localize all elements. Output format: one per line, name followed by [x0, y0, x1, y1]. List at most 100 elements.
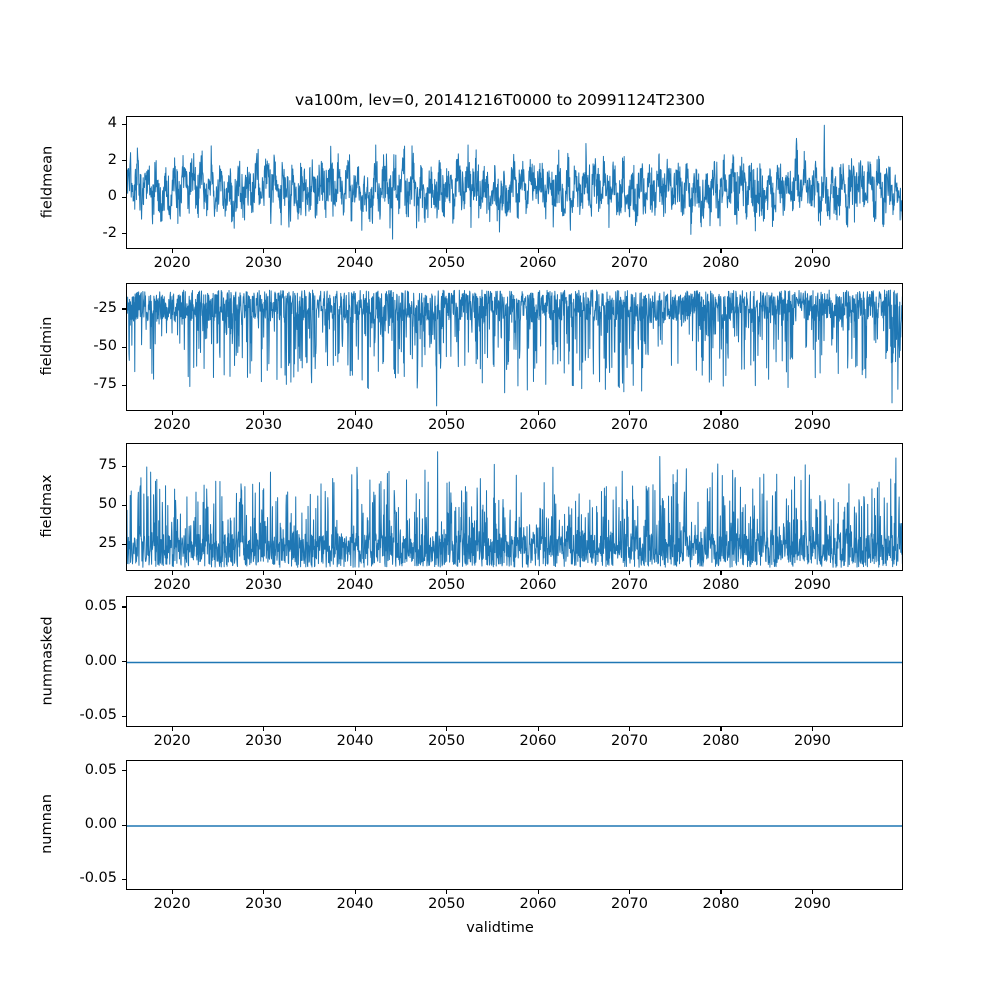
x-tick-label: 2040	[336, 255, 374, 271]
x-tick-label: 2060	[519, 255, 557, 271]
series-line-fieldmean	[127, 124, 902, 240]
x-tick-mark	[537, 571, 539, 575]
x-tick-mark	[811, 890, 814, 894]
x-tick-label: 2090	[793, 577, 831, 593]
y-tick-mark	[122, 770, 126, 772]
y-tick-mark	[122, 543, 126, 546]
y-tick-mark	[122, 233, 126, 235]
x-tick-mark	[354, 249, 356, 253]
x-tick-label: 2060	[519, 733, 557, 749]
y-tick-label: 0.00	[84, 652, 117, 669]
x-tick-mark	[354, 571, 356, 575]
x-tick-mark	[446, 249, 448, 253]
y-tick-label: -2	[102, 224, 117, 241]
x-tick-label: 2090	[793, 255, 831, 271]
x-tick-mark	[720, 890, 722, 894]
x-tick-mark	[263, 727, 265, 731]
y-tick-mark	[122, 123, 126, 125]
series-line-numnan	[127, 825, 902, 827]
y-tick-mark	[122, 384, 126, 386]
x-tick-label: 2040	[336, 577, 374, 593]
data-path	[127, 451, 902, 568]
data-path	[127, 289, 902, 407]
x-tick-mark	[354, 890, 356, 894]
x-tick-label: 2020	[153, 577, 191, 593]
x-tick-label: 2070	[611, 255, 648, 271]
y-tick-label: -50	[93, 338, 117, 354]
y-tick-label: -75	[93, 376, 117, 393]
x-tick-mark	[537, 890, 539, 894]
x-tick-mark	[263, 890, 265, 894]
x-tick-mark	[446, 571, 448, 575]
x-tick-label: 2060	[519, 577, 557, 593]
x-tick-mark	[263, 571, 265, 575]
x-tick-label: 2030	[245, 255, 283, 271]
x-tick-mark	[354, 411, 356, 415]
y-axis-label-nummasked: nummasked	[39, 615, 55, 706]
subplot-numnan	[126, 760, 903, 890]
x-tick-mark	[628, 249, 631, 253]
x-tick-mark	[446, 411, 448, 415]
x-tick-mark	[171, 571, 173, 575]
y-tick-label: 0.05	[84, 761, 117, 778]
x-tick-mark	[720, 727, 722, 731]
x-tick-mark	[720, 249, 722, 253]
y-tick-mark	[122, 308, 126, 310]
x-tick-mark	[720, 411, 722, 415]
x-tick-mark	[811, 411, 814, 415]
x-tick-mark	[263, 249, 265, 253]
x-tick-mark	[720, 571, 722, 575]
x-tick-label: 2020	[153, 417, 191, 433]
subplot-fieldmax	[126, 443, 903, 571]
y-tick-mark	[122, 661, 126, 663]
y-tick-label: 0.00	[84, 816, 117, 832]
y-tick-label: -0.05	[79, 707, 117, 724]
x-tick-label: 2040	[336, 417, 374, 433]
subplot-nummasked	[126, 596, 903, 727]
y-tick-label: 75	[98, 457, 117, 474]
x-tick-label: 2090	[793, 896, 831, 912]
x-tick-mark	[628, 411, 631, 415]
x-tick-label: 2020	[153, 733, 191, 749]
data-path	[127, 124, 902, 240]
x-tick-mark	[537, 411, 539, 415]
x-tick-label: 2030	[245, 896, 283, 912]
x-tick-mark	[171, 890, 173, 894]
x-tick-mark	[446, 727, 448, 731]
y-tick-mark	[122, 824, 126, 826]
x-tick-mark	[354, 727, 356, 731]
y-tick-label: -0.05	[79, 870, 117, 887]
y-tick-label: 25	[98, 535, 117, 552]
x-tick-mark	[811, 727, 814, 731]
y-tick-label: 0.05	[84, 597, 117, 614]
x-tick-label: 2050	[428, 896, 465, 912]
x-tick-label: 2020	[153, 896, 191, 912]
x-tick-mark	[811, 249, 814, 253]
x-tick-label: 2080	[702, 733, 740, 749]
y-tick-mark	[122, 160, 126, 162]
y-axis-label-fieldmean: fieldmean	[39, 145, 55, 218]
x-tick-label: 2070	[611, 896, 648, 912]
x-tick-label: 2070	[611, 577, 648, 593]
x-tick-label: 2070	[611, 733, 648, 749]
y-tick-mark	[122, 196, 126, 198]
y-axis-label-numnan: numnan	[39, 794, 55, 854]
x-tick-mark	[628, 571, 631, 575]
x-tick-label: 2050	[428, 577, 465, 593]
series-line-nummasked	[127, 661, 902, 664]
y-tick-label: -25	[93, 299, 117, 316]
y-tick-mark	[122, 465, 126, 468]
subplot-fieldmin	[126, 283, 903, 411]
x-tick-mark	[811, 571, 814, 575]
subplot-fieldmean	[126, 116, 903, 249]
x-tick-label: 2050	[428, 255, 465, 271]
x-tick-label: 2070	[611, 417, 648, 433]
x-tick-label: 2080	[702, 896, 740, 912]
x-tick-mark	[537, 249, 539, 253]
x-tick-label: 2080	[702, 577, 740, 593]
y-tick-label: 50	[98, 496, 117, 513]
y-tick-mark	[122, 346, 126, 348]
y-tick-mark	[122, 878, 126, 880]
y-tick-mark	[122, 606, 126, 608]
